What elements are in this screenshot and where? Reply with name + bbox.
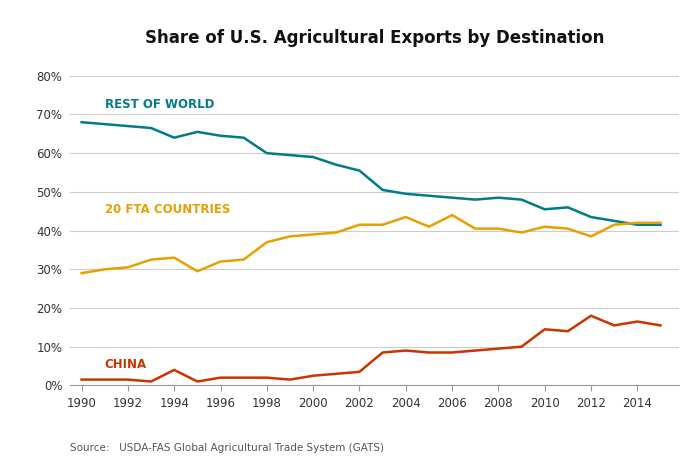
Title: Share of U.S. Agricultural Exports by Destination: Share of U.S. Agricultural Exports by De…: [145, 29, 604, 47]
Text: Source:   USDA-FAS Global Agricultural Trade System (GATS): Source: USDA-FAS Global Agricultural Tra…: [70, 443, 384, 453]
Text: CHINA: CHINA: [105, 358, 147, 371]
Text: REST OF WORLD: REST OF WORLD: [105, 98, 214, 111]
Text: 20 FTA COUNTRIES: 20 FTA COUNTRIES: [105, 203, 230, 216]
